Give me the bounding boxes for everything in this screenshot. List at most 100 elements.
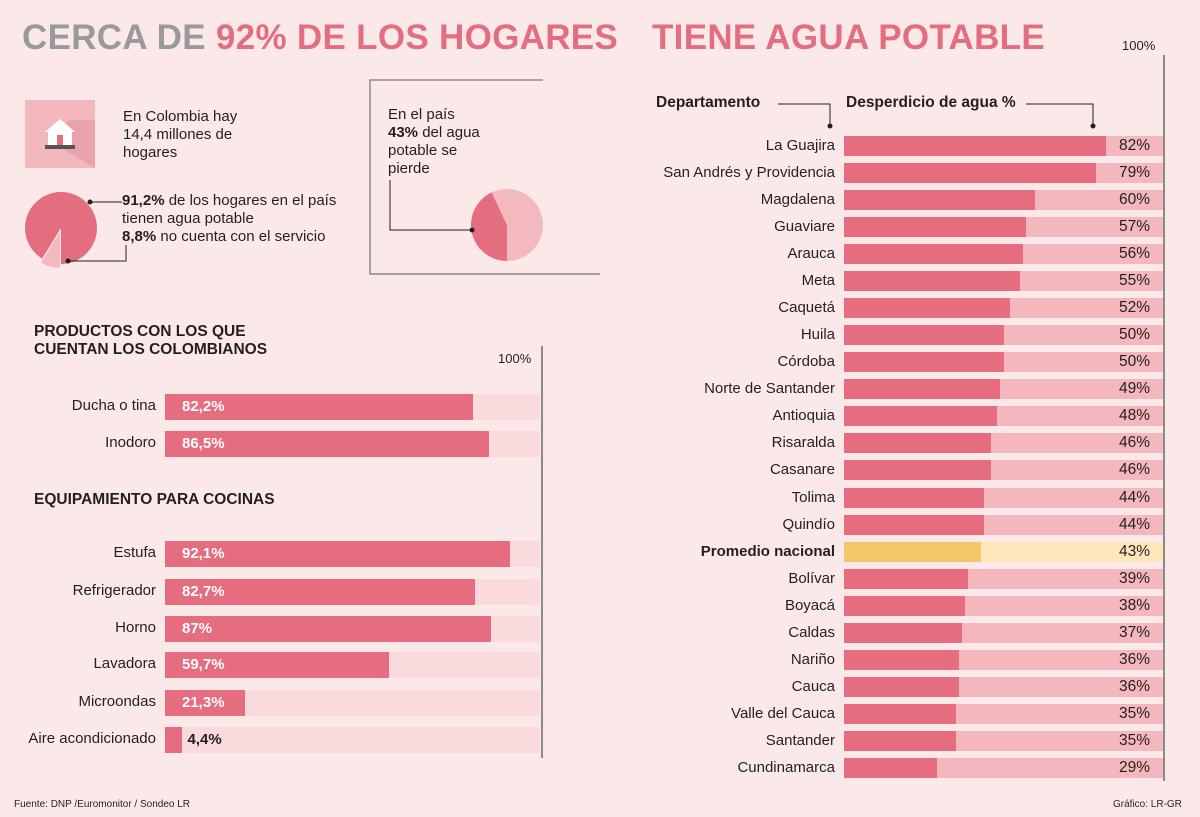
bar-track bbox=[165, 431, 540, 457]
waste-value-boyaca: 38% bbox=[1119, 597, 1151, 614]
waste-bar-tolima bbox=[844, 488, 985, 508]
bar-lavadora bbox=[165, 652, 389, 678]
waste-track bbox=[844, 433, 1163, 453]
waste-track bbox=[844, 244, 1163, 264]
bar-label-ducha-o-tina: Ducha o tina bbox=[71, 397, 156, 414]
bar-track bbox=[165, 652, 540, 678]
waste-value-caldas: 37% bbox=[1119, 624, 1151, 641]
waste-track bbox=[844, 677, 1163, 697]
waste-track bbox=[844, 731, 1163, 751]
waste-bar-promedio-nacional bbox=[844, 542, 982, 562]
waste-track bbox=[844, 406, 1163, 426]
pie-slice-with-water bbox=[25, 192, 97, 264]
waste-track bbox=[844, 190, 1163, 210]
bar-value-refrigerador: 82,7% bbox=[182, 583, 225, 600]
waste-value-valle-del-cauca: 35% bbox=[1119, 705, 1151, 722]
main-title-continued: TIENE AGUA POTABLE bbox=[652, 18, 1045, 57]
water-loss-pie bbox=[389, 180, 543, 261]
waste-bar-santander bbox=[844, 731, 956, 751]
waste-bar-bolivar bbox=[844, 569, 969, 589]
water-loss-text: En el país 43% del agua potable se pierd… bbox=[388, 106, 480, 177]
waste-track bbox=[844, 488, 1163, 508]
waste-axis-line bbox=[1163, 55, 1165, 781]
waste-value-quindio: 44% bbox=[1119, 516, 1151, 533]
waste-bar-risaralda bbox=[844, 433, 991, 453]
bar-track bbox=[165, 616, 540, 642]
bar-track bbox=[165, 727, 540, 753]
waste-bar-san-andres-y-providencia bbox=[844, 163, 1096, 183]
waste-bar-boyaca bbox=[844, 596, 966, 616]
bar-value-ducha-o-tina: 82,2% bbox=[182, 398, 225, 415]
bar-value-microondas: 21,3% bbox=[182, 694, 225, 711]
waste-value-arauca: 56% bbox=[1119, 245, 1151, 262]
waste-track bbox=[844, 136, 1163, 156]
waste-bar-cundinamarca bbox=[844, 758, 937, 778]
waste-value-meta: 55% bbox=[1119, 272, 1151, 289]
dept-label-santander: Santander bbox=[765, 732, 835, 749]
waste-bar-norte-de-santander bbox=[844, 379, 1001, 399]
source-note: Fuente: DNP /Euromonitor / Sondeo LR bbox=[14, 799, 191, 810]
waste-bar-antioquia bbox=[844, 406, 998, 426]
bar-microondas bbox=[165, 690, 245, 716]
waste-track bbox=[844, 704, 1163, 724]
bar-value-horno: 87% bbox=[182, 620, 213, 637]
bar-value-inodoro: 86,5% bbox=[182, 435, 225, 452]
waste-value-cundinamarca: 29% bbox=[1119, 759, 1151, 776]
waste-bar-casanare bbox=[844, 460, 991, 480]
credit-note: Gráfico: LR-GR bbox=[1113, 799, 1182, 810]
waste-track bbox=[844, 623, 1163, 643]
waste-bar-huila bbox=[844, 325, 1004, 345]
dept-label-arauca: Arauca bbox=[787, 245, 835, 262]
waste-bar-la-guajira bbox=[844, 136, 1106, 156]
waste-bar-quindio bbox=[844, 515, 985, 535]
kitchen-title: EQUIPAMIENTO PARA COCINAS bbox=[34, 491, 275, 508]
dept-label-norte-de-santander: Norte de Santander bbox=[704, 380, 835, 397]
waste-value-cauca: 36% bbox=[1119, 678, 1151, 695]
bar-ducha-o-tina bbox=[165, 394, 474, 420]
main-title: CERCA DE 92% DE LOS HOGARES bbox=[22, 18, 619, 57]
column-header-leaders bbox=[778, 103, 1096, 129]
bar-label-microondas: Microondas bbox=[78, 693, 156, 710]
pie-slice-lost-water bbox=[471, 192, 507, 261]
waste-max-label: 100% bbox=[1122, 38, 1156, 53]
dept-label-la-guajira: La Guajira bbox=[765, 137, 835, 154]
waste-track bbox=[844, 569, 1163, 589]
products-axis-line bbox=[541, 346, 543, 758]
bar-label-refrigerador: Refrigerador bbox=[72, 582, 156, 599]
dept-label-tolima: Tolima bbox=[791, 489, 835, 506]
dept-label-valle-del-cauca: Valle del Cauca bbox=[731, 705, 835, 722]
waste-track bbox=[844, 460, 1163, 480]
water-loss-leader bbox=[389, 180, 472, 231]
waste-bar-meta bbox=[844, 271, 1020, 291]
waste-bar-arauca bbox=[844, 244, 1023, 264]
bar-track bbox=[165, 690, 540, 716]
dept-label-cordoba: Córdoba bbox=[777, 353, 835, 370]
bar-estufa bbox=[165, 541, 511, 567]
water-loss-leader-dot bbox=[469, 227, 475, 233]
bar-refrigerador bbox=[165, 579, 476, 605]
dept-label-caldas: Caldas bbox=[788, 624, 835, 641]
waste-track bbox=[844, 758, 1163, 778]
dept-label-antioquia: Antioquia bbox=[772, 407, 835, 424]
households-text: En Colombia hay 14,4 millones de hogares bbox=[123, 108, 238, 161]
bar-value-estufa: 92,1% bbox=[182, 545, 225, 562]
waste-value-san-andres-y-providencia: 79% bbox=[1119, 164, 1151, 181]
dept-label-meta: Meta bbox=[801, 272, 835, 289]
waste-track bbox=[844, 271, 1163, 291]
waste-value-huila: 50% bbox=[1119, 326, 1151, 343]
dept-label-promedio-nacional: Promedio nacional bbox=[700, 543, 835, 560]
waste-value-risaralda: 46% bbox=[1119, 434, 1151, 451]
bar-value-aire-acondicionado: 4,4% bbox=[187, 731, 222, 748]
waste-track bbox=[844, 515, 1163, 535]
waste-value-bolivar: 39% bbox=[1119, 570, 1151, 587]
bar-aire-acondicionado bbox=[165, 727, 182, 753]
bar-value-lavadora: 59,7% bbox=[182, 656, 225, 673]
water-access-text: 91,2% de los hogares en el país tienen a… bbox=[122, 192, 337, 245]
dept-column-header: Departamento bbox=[656, 94, 761, 111]
bar-inodoro bbox=[165, 431, 490, 457]
waste-value-santander: 35% bbox=[1119, 732, 1151, 749]
products-title: PRODUCTOS CON LOS QUE CUENTAN LOS COLOMB… bbox=[34, 323, 268, 358]
waste-track bbox=[844, 217, 1163, 237]
dept-label-caqueta: Caquetá bbox=[778, 299, 835, 316]
waste-bar-caqueta bbox=[844, 298, 1010, 318]
